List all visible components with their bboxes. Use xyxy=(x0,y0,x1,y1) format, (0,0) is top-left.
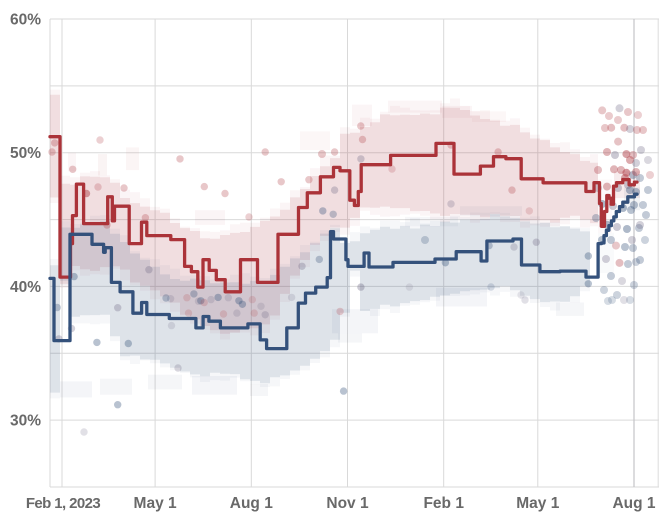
svg-text:Aug 1: Aug 1 xyxy=(230,495,273,512)
svg-text:May 1: May 1 xyxy=(134,495,177,512)
svg-text:Nov 1: Nov 1 xyxy=(326,495,369,512)
svg-text:Aug 1: Aug 1 xyxy=(612,495,655,512)
svg-text:50%: 50% xyxy=(10,145,41,162)
svg-text:40%: 40% xyxy=(10,279,41,296)
svg-text:30%: 30% xyxy=(10,413,41,430)
svg-text:Feb 1: Feb 1 xyxy=(423,495,464,512)
svg-text:May 1: May 1 xyxy=(516,495,559,512)
svg-text:60%: 60% xyxy=(10,12,41,29)
svg-text:Feb 1, 2023: Feb 1, 2023 xyxy=(26,495,101,512)
